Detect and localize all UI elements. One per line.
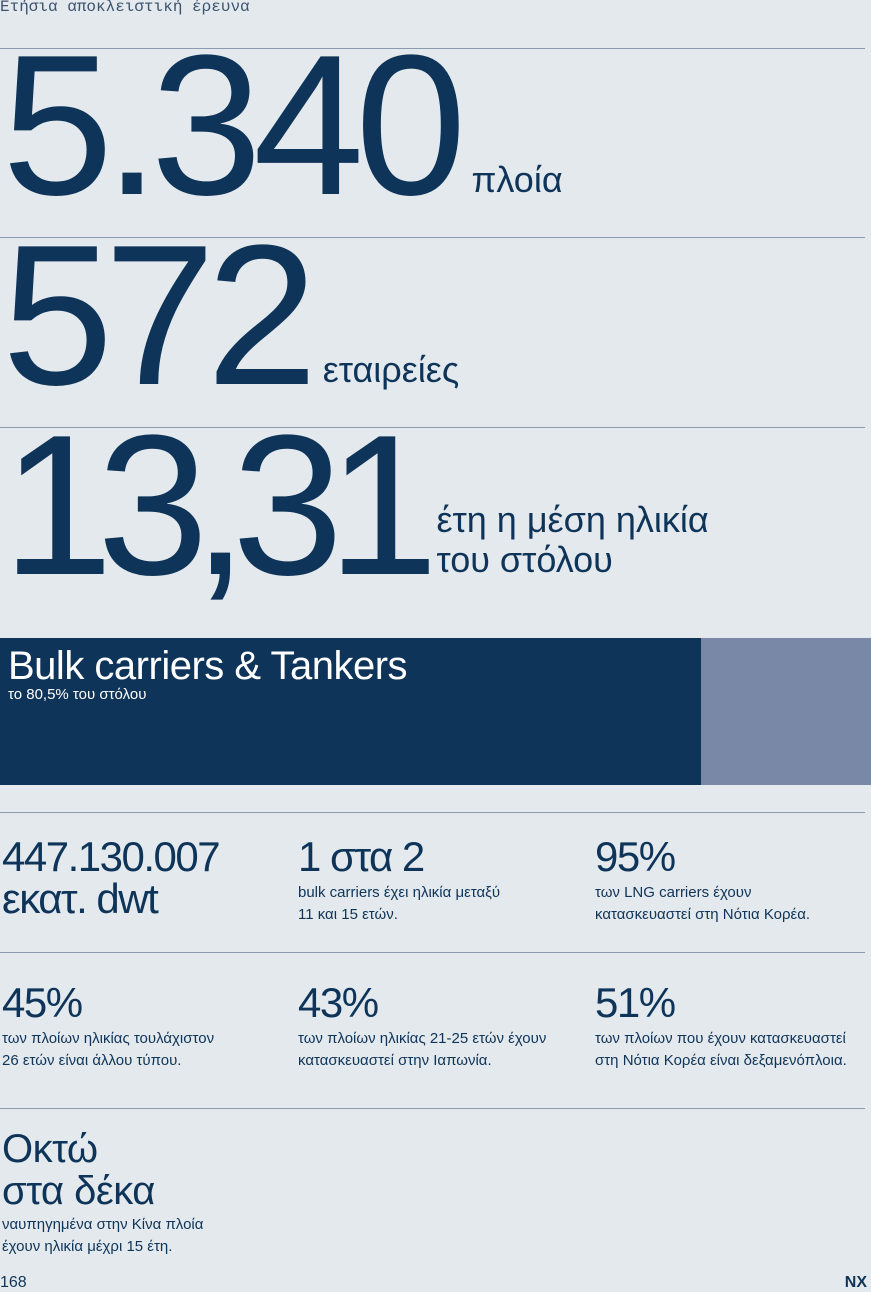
stat-value: 45% — [2, 979, 83, 1026]
headline-label: έτη η μέση ηλικία του στόλου — [437, 500, 709, 580]
bar-subtitle: το 80,5% του στόλου — [8, 686, 147, 703]
bar-title: Bulk carriers & Tankers — [8, 644, 408, 688]
rule — [0, 1108, 865, 1109]
label-line: έτη η μέση ηλικία — [436, 499, 709, 540]
stat-value: 447.130.007 — [2, 833, 221, 880]
description-line: 26 ετών είναι άλλου τύπου. — [2, 1052, 182, 1069]
feature: Οκτώ στα δέκα ναυπηγημένα στην Κίνα πλοία έ… — [2, 1128, 282, 1258]
stat-value: 1 στα 2 — [298, 833, 425, 880]
description-line: των πλοίων που έχουν κατασκευαστεί — [595, 1030, 846, 1047]
label-line: πλοία — [471, 159, 563, 200]
stat: 95% των LNG carriers έχουν κατασκευαστεί σ… — [595, 836, 871, 926]
stat-description: των πλοίων που έχουν κατασκευαστεί στη Νό… — [595, 1028, 871, 1072]
description-line: στη Νότια Κορέα είναι δεξαμενόπλοια. — [595, 1052, 847, 1069]
headline-stat: 572 εταιρείες — [2, 216, 459, 416]
label-line: εταιρείες — [322, 349, 460, 390]
description-line: ναυπηγημένα στην Κίνα πλοία — [2, 1216, 204, 1233]
headline-value: 13,31 — [2, 394, 438, 617]
description-line: κατασκευαστεί στη Νότια Κορέα. — [595, 906, 811, 923]
description-line: 11 και 15 ετών. — [298, 906, 398, 923]
share-bar — [0, 638, 702, 785]
stat-value: εκατ. dwt — [2, 875, 159, 922]
headline-label: εταιρείες — [323, 350, 460, 390]
description-line: των πλοίων ηλικίας 21-25 ετών έχουν — [298, 1030, 547, 1047]
headline-stat: 5.340 πλοία — [2, 26, 563, 226]
stat: 1 στα 2 bulk carriers έχει ηλικία μεταξύ 1… — [298, 836, 578, 926]
stat-description: των πλοίων ηλικίας τουλάχιστον 26 ετών εί… — [2, 1028, 282, 1072]
page-number: 168 — [0, 1274, 27, 1291]
description-line: των πλοίων ηλικίας τουλάχιστον — [2, 1030, 215, 1047]
description-line: bulk carriers έχει ηλικία μεταξύ — [298, 884, 501, 901]
kicker: Ετήσια αποκλειστική έρευνα — [0, 0, 250, 16]
rule — [0, 48, 865, 49]
stat-description: bulk carriers έχει ηλικία μεταξύ 11 και 1… — [298, 882, 578, 926]
label-line: του στόλου — [436, 539, 613, 580]
rule — [0, 812, 865, 813]
share-bar-track — [0, 638, 871, 785]
stat-description: των πλοίων ηλικίας 21-25 ετών έχουν κατασ… — [298, 1028, 578, 1072]
headline-value: 5.340 — [2, 14, 466, 237]
stat: 447.130.007 εκατ. dwt — [2, 836, 282, 924]
stat-value: 95% — [595, 833, 676, 880]
stat-description: των LNG carriers έχουν κατασκευαστεί στη … — [595, 882, 871, 926]
description-line: των LNG carriers έχουν — [595, 884, 752, 901]
stat: 51% των πλοίων που έχουν κατασκευαστεί στη… — [595, 982, 871, 1072]
rule — [0, 237, 865, 238]
headline-stat: 13,31 έτη η μέση ηλικία του στόλου — [2, 406, 709, 606]
stat: 43% των πλοίων ηλικίας 21-25 ετών έχουν κα… — [298, 982, 578, 1072]
headline-label: πλοία — [472, 160, 563, 200]
description-line: έχουν ηλικία μέχρι 15 έτη. — [2, 1238, 173, 1255]
feature-description: ναυπηγημένα στην Κίνα πλοία έχουν ηλικία … — [2, 1214, 282, 1258]
stat: 45% των πλοίων ηλικίας τουλάχιστον 26 ετών… — [2, 982, 282, 1072]
logo: NX — [844, 1274, 867, 1291]
headline-value: 572 — [2, 204, 318, 427]
rule — [0, 427, 865, 428]
feature-value: στα δέκα — [2, 1169, 155, 1213]
stat-value: 43% — [298, 979, 379, 1026]
description-line: κατασκευαστεί στην Ιαπωνία. — [298, 1052, 492, 1069]
stat-value: 51% — [595, 979, 676, 1026]
feature-value: Οκτώ — [2, 1127, 98, 1171]
rule — [0, 952, 865, 953]
